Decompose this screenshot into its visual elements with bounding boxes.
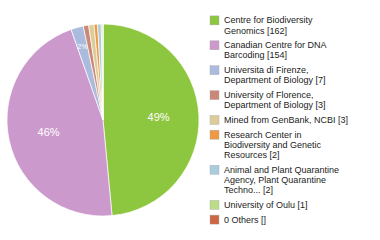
legend-swatch (210, 215, 219, 224)
legend-swatch (210, 165, 219, 174)
data-label: 46% (38, 126, 60, 138)
legend-swatch (210, 91, 219, 100)
legend-swatch (210, 41, 219, 50)
legend-entry: Canadian Centre for DNABarcoding [154] (210, 40, 327, 60)
legend-swatch (210, 200, 219, 209)
legend-label: 0 Others [] (224, 215, 266, 225)
pie-slice (89, 24, 103, 120)
pie-slice (103, 24, 199, 216)
legend-label: Universita di Firenze,Department of Biol… (224, 65, 326, 85)
legend-entry: University of Oulu [1] (210, 200, 308, 210)
legend-entry: Research Center inBiodiversity and Genet… (210, 130, 322, 160)
legend-swatch (210, 66, 219, 75)
legend-label: Centre for BiodiversityGenomics [162] (224, 15, 313, 35)
data-labels: 49% 46% 2% (38, 43, 170, 138)
pie-slice (98, 24, 103, 120)
legend-entry: 0 Others [] (210, 215, 266, 225)
legend-swatch (210, 16, 219, 25)
pie-slice (102, 24, 103, 120)
chart: 49% 46% 2% Centre for BiodiversityGenomics … (0, 0, 380, 240)
legend-label: Research Center inBiodiversity and Genet… (224, 130, 322, 160)
legend-label: University of Oulu [1] (224, 200, 308, 210)
data-label: 2% (77, 43, 87, 50)
legend-label: Animal and Plant QuarantineAgency, Plant… (224, 165, 339, 195)
legend-label: Canadian Centre for DNABarcoding [154] (224, 40, 327, 60)
legend-label: University of Florence,Department of Bio… (224, 90, 326, 110)
legend-swatch (210, 116, 219, 125)
data-label: 49% (148, 111, 170, 123)
pie-slice (94, 24, 103, 120)
pie (7, 24, 199, 216)
legend-entry: Mined from GenBank, NCBI [3] (210, 115, 348, 125)
legend-label: Mined from GenBank, NCBI [3] (224, 115, 348, 125)
legend-swatch (210, 130, 219, 139)
legend-entry: Universita di Firenze,Department of Biol… (210, 65, 326, 85)
legend: Centre for BiodiversityGenomics [162] Can… (210, 15, 348, 224)
legend-entry: Animal and Plant QuarantineAgency, Plant… (210, 165, 339, 195)
legend-entry: University of Florence,Department of Bio… (210, 90, 326, 110)
pie-slice (101, 24, 103, 120)
legend-entry: Centre for BiodiversityGenomics [162] (210, 15, 313, 35)
